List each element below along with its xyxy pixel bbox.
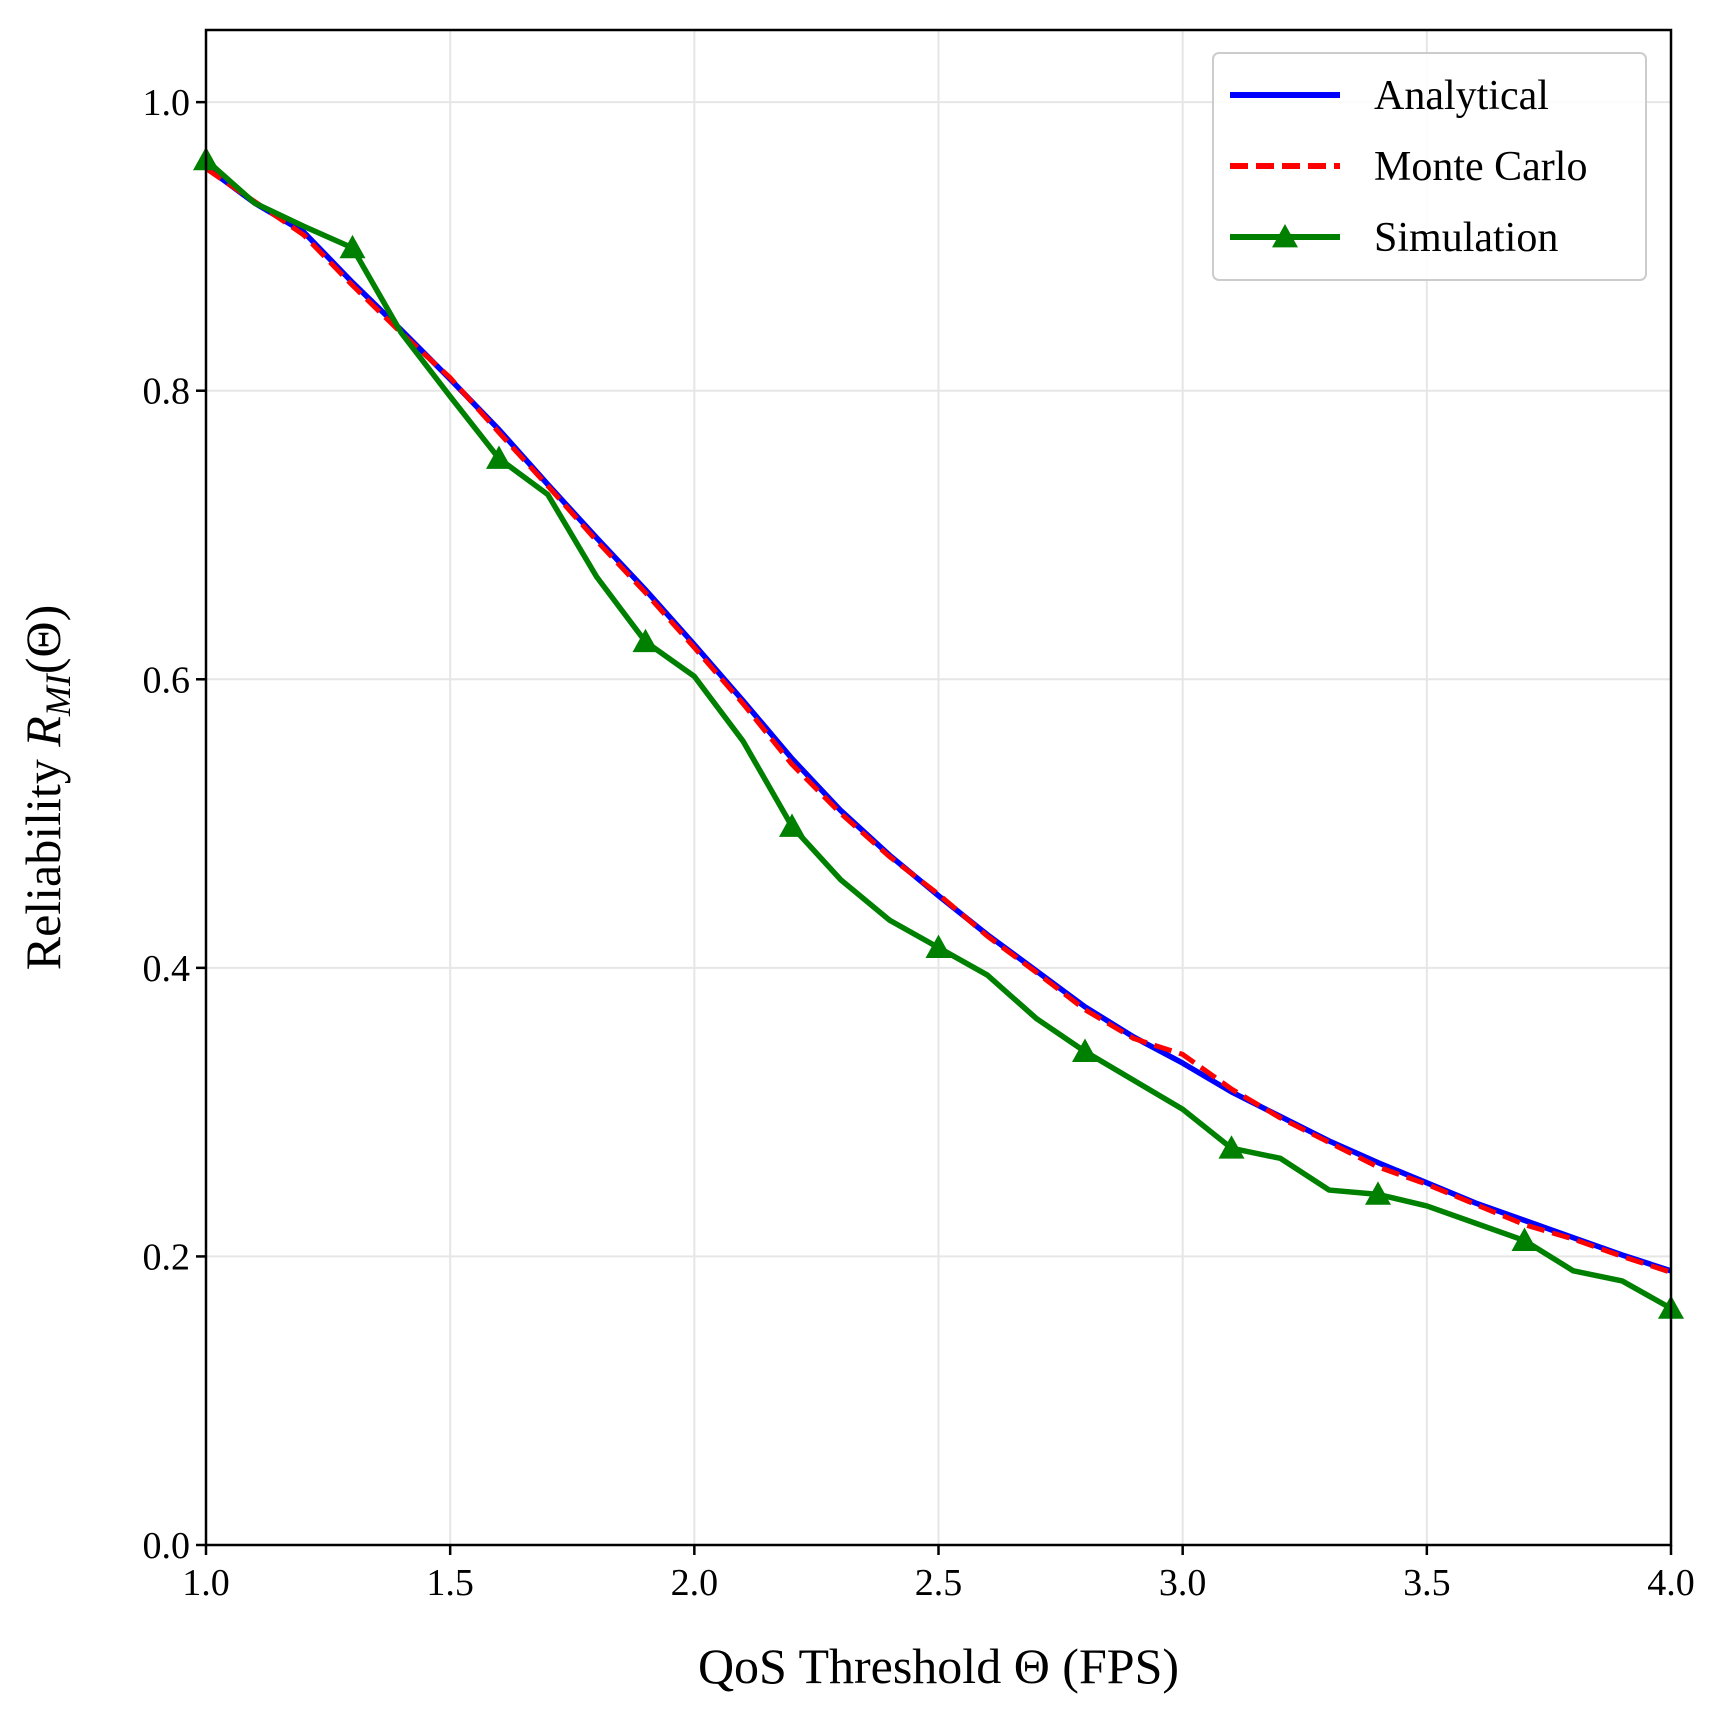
x-tick-label: 2.5 xyxy=(915,1562,963,1604)
y-tick-label: 0.8 xyxy=(143,371,191,413)
legend-simulation-label: Simulation xyxy=(1374,215,1558,261)
simulation-marker xyxy=(1365,1181,1391,1205)
legend-analytical-label: Analytical xyxy=(1374,73,1549,119)
simulation-marker xyxy=(779,813,805,837)
x-tick-label: 1.0 xyxy=(182,1562,230,1604)
simulation-marker xyxy=(1072,1038,1098,1062)
legend-simulation-marker xyxy=(1272,224,1298,248)
legend: Analytical Monte Carlo Simulation xyxy=(1212,52,1647,281)
x-tick-label: 4.0 xyxy=(1647,1562,1695,1604)
y-label-prefix: Reliability xyxy=(15,747,71,971)
simulation-marker xyxy=(1511,1227,1538,1251)
y-tick-label: 0.2 xyxy=(143,1236,191,1278)
legend-box xyxy=(1212,52,1647,281)
simulation-marker xyxy=(632,628,659,653)
x-tick-label: 2.0 xyxy=(671,1562,719,1604)
monte-carlo-line xyxy=(206,166,1671,1275)
simulation-marker xyxy=(925,934,952,959)
y-tick-label: 0.6 xyxy=(143,659,191,701)
y-tick-label: 1.0 xyxy=(143,82,191,124)
y-axis-label: Reliability RMI(Θ) xyxy=(15,605,78,971)
x-tick-label: 3.0 xyxy=(1159,1562,1207,1604)
x-tick-label: 1.5 xyxy=(426,1562,474,1604)
series-layer xyxy=(193,146,1684,1319)
simulation-marker xyxy=(339,234,366,259)
legend-monte-carlo-label: Monte Carlo xyxy=(1374,144,1587,190)
simulation-marker xyxy=(486,445,512,469)
y-label-var: R xyxy=(15,716,71,748)
x-axis-label: QoS Threshold Θ (FPS) xyxy=(698,1638,1179,1694)
ticks: 1.0 1.5 2.0 2.5 3.0 3.5 4.0 0.0 0.2 0.4 0.6 0.8 1.0 xyxy=(143,82,1695,1604)
y-tick-label: 0.0 xyxy=(143,1525,191,1567)
x-tick-label: 3.5 xyxy=(1403,1562,1451,1604)
y-tick-label: 0.4 xyxy=(143,948,191,990)
simulation-marker xyxy=(1218,1135,1245,1159)
y-label-sub: MI xyxy=(38,672,78,717)
y-label-suffix: (Θ) xyxy=(15,605,71,674)
